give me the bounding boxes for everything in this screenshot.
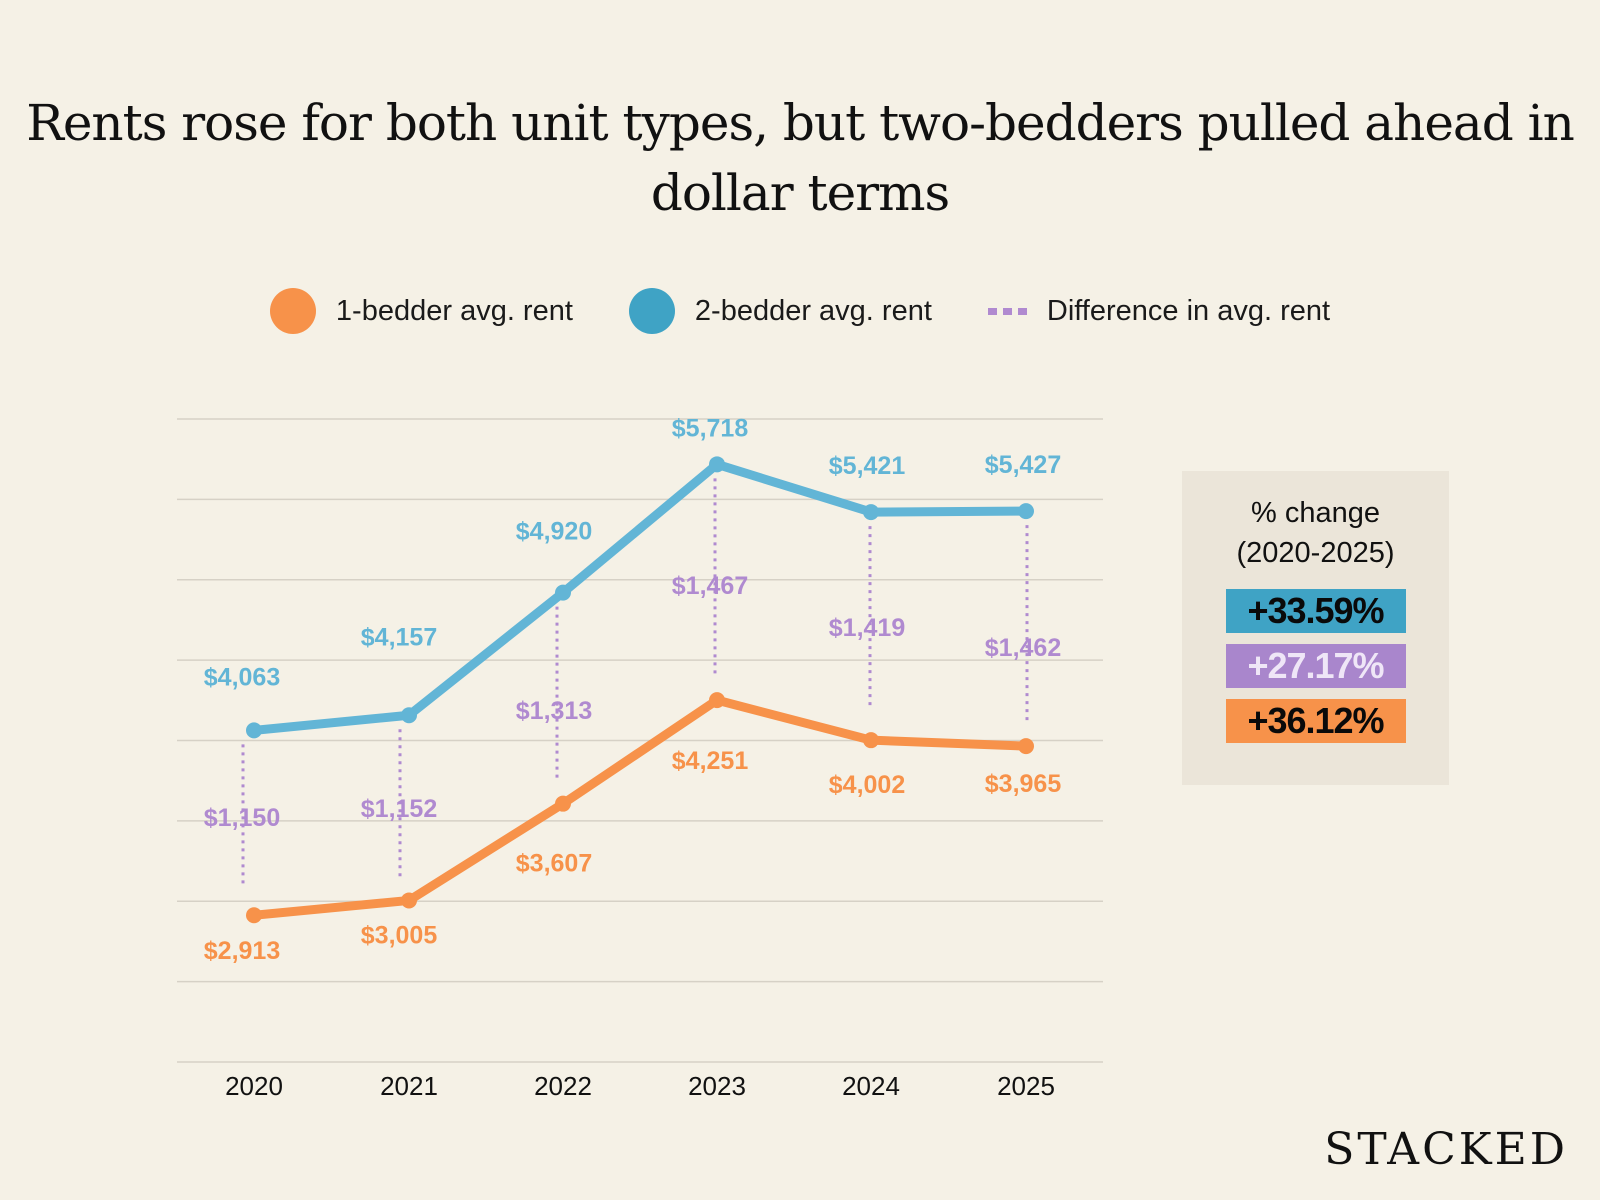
2-bedder-label: $5,718 [672, 414, 749, 442]
1-bedder-point [246, 907, 262, 924]
2-bedder-point [401, 707, 417, 724]
2-bedder-point [863, 504, 879, 521]
box-heading-2: (2020-2025) [1236, 537, 1395, 569]
x-tick-label: 2023 [688, 1071, 746, 1101]
1-bedder-label: $4,251 [672, 747, 749, 775]
pct-1-bedder: +36.12% [1225, 699, 1406, 743]
1-bedder-point [555, 795, 571, 812]
percent-change-box: % change (2020-2025) +33.59% +27.17% +36… [1182, 471, 1449, 785]
legend-item-2-bedder: 2-bedder avg. rent [628, 288, 932, 334]
2-bedder-point [555, 584, 571, 601]
1-bedder-label: $2,913 [204, 937, 280, 965]
x-tick-label: 2021 [380, 1071, 438, 1101]
difference-label: $1,467 [672, 572, 748, 600]
legend-label: 2-bedder avg. rent [694, 294, 932, 327]
difference-label: $1,152 [361, 795, 437, 823]
1-bedder-label: $4,002 [829, 771, 905, 799]
pct-difference: +27.17% [1225, 644, 1406, 688]
legend-label: 1-bedder avg. rent [335, 294, 573, 327]
1-bedder-point [709, 692, 725, 709]
orange-dot-icon [269, 288, 316, 334]
1-bedder-label: $3,005 [361, 921, 438, 949]
2-bedder-label: $4,920 [516, 518, 592, 546]
legend: 1-bedder avg. rent 2-bedder avg. rent Di… [0, 288, 1600, 334]
1-bedder-point [401, 892, 417, 909]
2-bedder-point [246, 722, 262, 739]
1-bedder-label: $3,607 [516, 850, 592, 878]
1-bedder-point [1018, 738, 1034, 755]
difference-label: $1,150 [204, 804, 280, 832]
2-bedder-point [709, 456, 725, 473]
dotted-line-icon [987, 307, 1027, 315]
2-bedder-point [1018, 503, 1034, 520]
difference-label: $1,462 [985, 634, 1061, 662]
box-heading-1: % change [1251, 497, 1380, 529]
2-bedder-label: $4,157 [361, 623, 437, 651]
2-bedder-label: $4,063 [204, 663, 280, 691]
x-tick-label: 2020 [225, 1071, 283, 1101]
blue-dot-icon [628, 288, 675, 334]
pct-2-bedder: +33.59% [1225, 589, 1406, 633]
legend-label: Difference in avg. rent [1046, 294, 1331, 327]
2-bedder-label: $5,427 [985, 451, 1061, 479]
1-bedder-line [249, 695, 1031, 920]
2-bedder-label: $5,421 [829, 452, 906, 480]
1-bedder-point [863, 732, 879, 749]
x-tick-label: 2022 [534, 1071, 592, 1101]
stacked-logo: STACKED [1324, 1124, 1568, 1175]
difference-label: $1,313 [516, 697, 592, 725]
x-tick-label: 2025 [997, 1071, 1055, 1101]
legend-item-difference: Difference in avg. rent [987, 294, 1331, 328]
legend-item-1-bedder: 1-bedder avg. rent [269, 288, 573, 334]
1-bedder-label: $3,965 [985, 770, 1062, 798]
2-bedder-line [249, 459, 1031, 735]
x-tick-label: 2024 [842, 1071, 900, 1101]
difference-label: $1,419 [829, 614, 905, 642]
chart-title: Rents rose for both unit types, but two-… [26, 94, 1575, 222]
